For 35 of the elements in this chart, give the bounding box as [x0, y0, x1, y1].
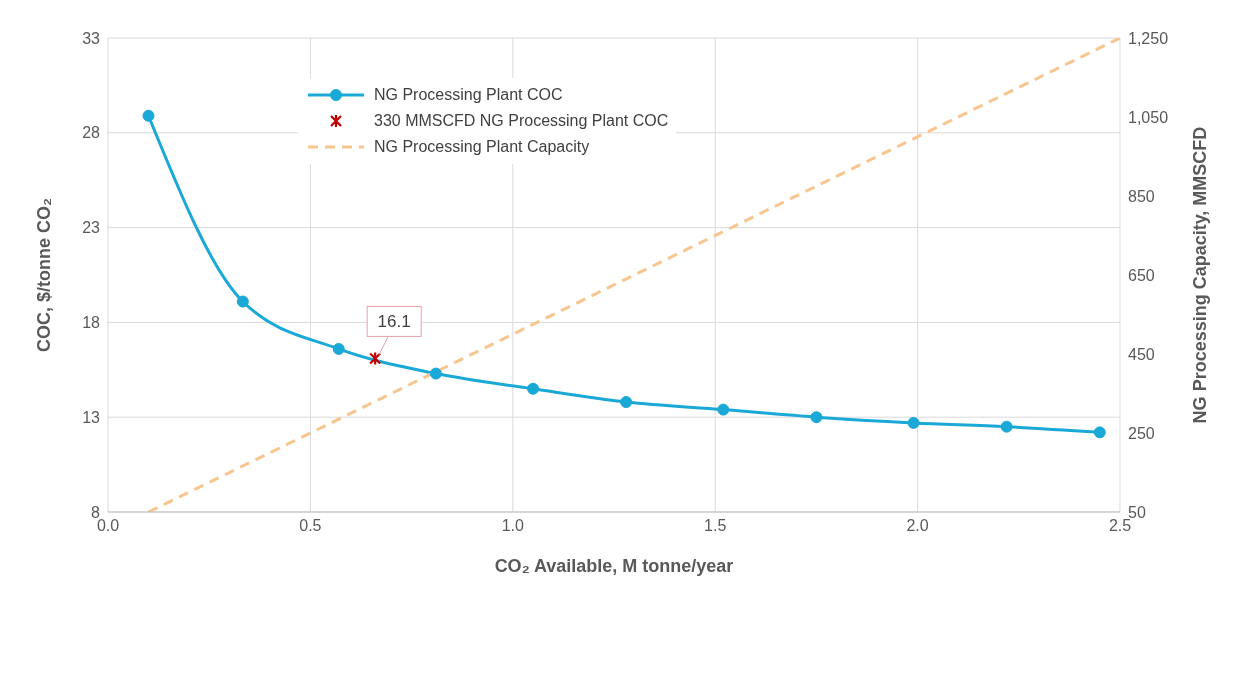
- point: [369, 351, 382, 366]
- y2-tick-label: 250: [1128, 424, 1155, 442]
- legend-label: NG Processing Plant COC: [374, 86, 563, 104]
- y2-axis-title: NG Processing Capacity, MMSCFD: [1190, 126, 1210, 424]
- y2-tick-label: 850: [1128, 187, 1155, 205]
- point: [620, 396, 633, 409]
- y2-tick-label: 1,250: [1128, 29, 1169, 47]
- y2-tick-label: 1,050: [1128, 108, 1169, 126]
- y-tick-label: 18: [82, 314, 101, 332]
- point: [236, 295, 249, 308]
- point: [429, 367, 442, 380]
- point: [1093, 426, 1106, 439]
- x-axis-title: CO₂ Available, M tonne/year: [494, 556, 734, 576]
- x-tick-label: 0.0: [96, 517, 120, 535]
- y-tick-label: 13: [82, 408, 101, 426]
- y-tick-label: 28: [82, 124, 101, 142]
- point: [1000, 420, 1013, 433]
- point: [332, 342, 345, 355]
- point: [527, 382, 540, 395]
- point: [907, 416, 920, 429]
- y-tick-label: 23: [82, 219, 101, 237]
- y-axis-title: COC, $/tonne CO₂: [34, 197, 54, 353]
- y2-tick-label: 650: [1128, 266, 1155, 284]
- y-tick-label: 33: [82, 29, 101, 47]
- y2-tick-label: 450: [1128, 345, 1155, 363]
- x-tick-label: 2.0: [906, 517, 929, 535]
- x-tick-label: 1.5: [704, 517, 727, 535]
- x-tick-label: 1.0: [501, 517, 525, 535]
- x-tick-label: 0.5: [299, 517, 322, 535]
- point: [142, 109, 155, 122]
- point: [810, 411, 823, 424]
- legend-label: NG Processing Plant Capacity: [374, 138, 590, 156]
- point: [717, 403, 730, 416]
- annotation: 16.1: [377, 312, 411, 332]
- legend-label: 330 MMSCFD NG Processing Plant COC: [374, 112, 669, 130]
